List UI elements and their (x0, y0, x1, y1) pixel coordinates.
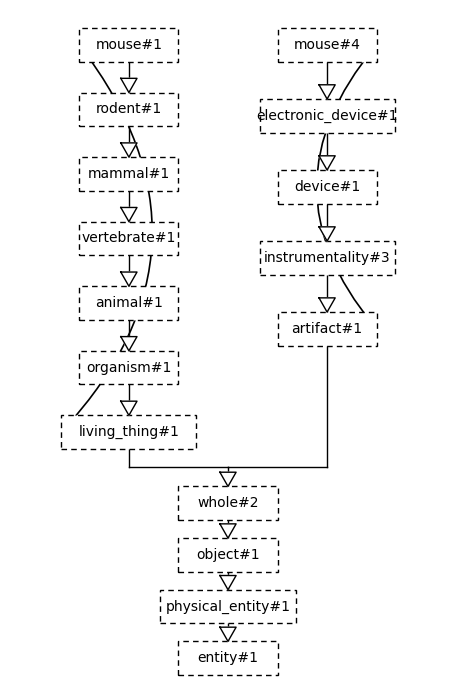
FancyBboxPatch shape (277, 312, 376, 346)
Polygon shape (121, 79, 136, 92)
FancyBboxPatch shape (79, 157, 178, 190)
FancyBboxPatch shape (79, 286, 178, 320)
Text: vertebrate#1: vertebrate#1 (81, 231, 176, 246)
Polygon shape (318, 298, 334, 312)
Text: device#1: device#1 (293, 180, 359, 194)
Text: artifact#1: artifact#1 (291, 322, 362, 336)
Text: living_thing#1: living_thing#1 (78, 425, 179, 440)
Text: rodent#1: rodent#1 (96, 102, 162, 117)
Text: electronic_device#1: electronic_device#1 (256, 109, 397, 123)
FancyBboxPatch shape (259, 99, 394, 132)
Polygon shape (121, 337, 136, 351)
Polygon shape (121, 208, 136, 221)
FancyBboxPatch shape (277, 170, 376, 204)
FancyBboxPatch shape (79, 351, 178, 384)
Text: organism#1: organism#1 (86, 361, 171, 375)
Polygon shape (219, 627, 236, 642)
FancyBboxPatch shape (259, 241, 394, 275)
FancyBboxPatch shape (277, 28, 376, 61)
FancyBboxPatch shape (160, 590, 295, 623)
Polygon shape (318, 227, 334, 241)
Text: animal#1: animal#1 (95, 296, 162, 310)
Polygon shape (219, 472, 236, 486)
Polygon shape (219, 524, 236, 538)
FancyBboxPatch shape (79, 221, 178, 255)
Polygon shape (121, 401, 136, 415)
Text: mouse#1: mouse#1 (95, 38, 162, 52)
FancyBboxPatch shape (79, 28, 178, 61)
FancyBboxPatch shape (79, 92, 178, 126)
Polygon shape (318, 156, 334, 170)
Text: object#1: object#1 (196, 548, 259, 562)
Text: mammal#1: mammal#1 (87, 167, 170, 181)
Text: instrumentality#3: instrumentality#3 (263, 251, 389, 265)
Polygon shape (318, 85, 334, 99)
FancyBboxPatch shape (178, 642, 277, 675)
Text: entity#1: entity#1 (197, 651, 258, 665)
Polygon shape (121, 272, 136, 286)
Text: mouse#4: mouse#4 (293, 38, 360, 52)
Text: physical_entity#1: physical_entity#1 (165, 600, 290, 613)
Polygon shape (121, 143, 136, 157)
Polygon shape (219, 575, 236, 590)
FancyBboxPatch shape (178, 538, 277, 571)
FancyBboxPatch shape (178, 486, 277, 520)
FancyBboxPatch shape (61, 415, 196, 449)
Text: whole#2: whole#2 (197, 496, 258, 510)
